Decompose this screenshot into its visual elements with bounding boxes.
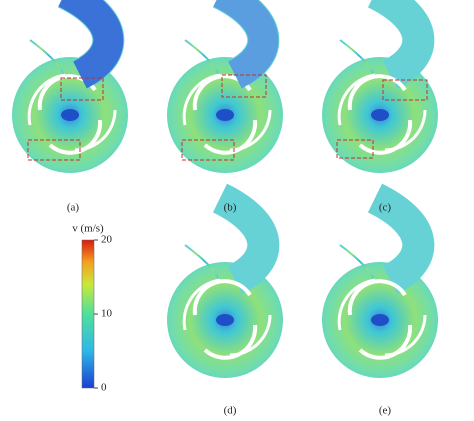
colorbar-tick-label: 20 <box>101 234 113 246</box>
colorbar <box>81 239 95 389</box>
panel-a-image <box>12 0 128 173</box>
colorbar-tick-label: 10 <box>101 308 113 320</box>
panel-d-image <box>167 198 283 378</box>
colorbar-tick-label: 0 <box>101 382 107 394</box>
panel-b-image <box>167 0 283 173</box>
panel-label: (e) <box>379 405 392 417</box>
colorbar-label: v (m/s) <box>72 223 104 235</box>
panel-label: (c) <box>379 202 392 214</box>
panel-c-image <box>322 0 438 173</box>
panel-label: (a) <box>67 202 80 214</box>
panel-e-image <box>322 198 438 378</box>
panel-label: (d) <box>224 405 237 417</box>
panel-label: (b) <box>224 202 237 214</box>
